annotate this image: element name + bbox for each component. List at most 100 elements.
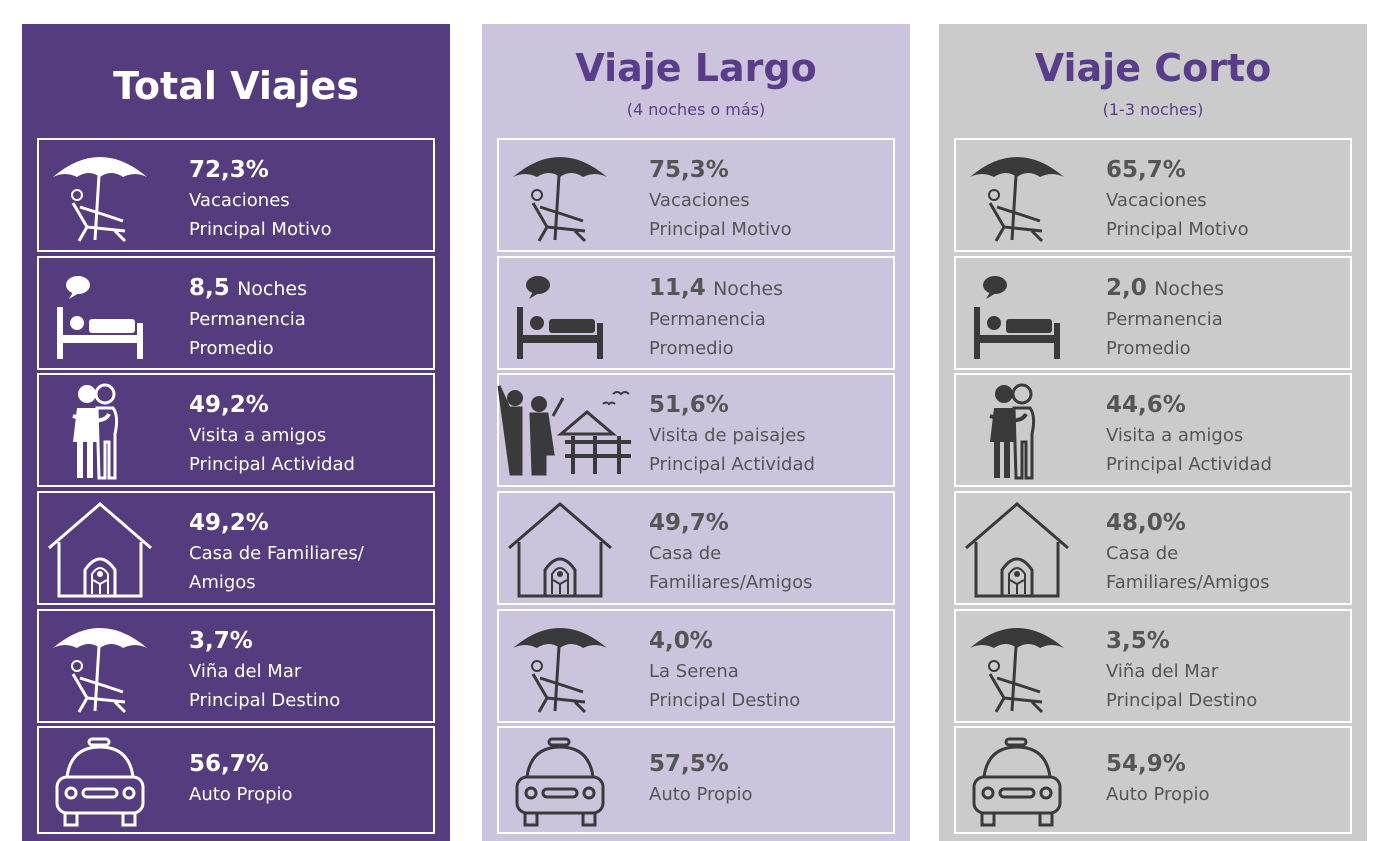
stat-text: 49,2% Casa de Familiares/Amigos: [189, 507, 364, 597]
stat-label: Visita a amigos: [189, 425, 327, 446]
stat-unit: Noches: [237, 278, 307, 300]
stat-label: Visita a amigos: [1106, 425, 1244, 446]
stat-box: 49,7% Casa de Familiares/Amigos: [497, 491, 895, 605]
icon: [962, 733, 1072, 833]
panel: Total Viajes 72,3% Vacaciones Principal Mot…: [22, 24, 450, 841]
icon: [45, 263, 155, 363]
panel: Viaje Corto (1-3 noches) 65,7% Vacaciones Pr…: [939, 24, 1367, 841]
icon: [962, 263, 1072, 363]
stat-text: 56,7% Auto Propio: [189, 748, 293, 809]
panel-title: Viaje Largo: [575, 46, 817, 90]
icon: [45, 498, 155, 598]
stat-label: Permanencia: [189, 309, 306, 330]
stat-value: 4,0%: [649, 628, 713, 654]
stat-label: Casa de Familiares/: [189, 543, 364, 564]
stat-box: 54,9% Auto Propio: [954, 726, 1352, 834]
icon: [962, 498, 1072, 598]
stat-value: 8,5: [189, 275, 230, 301]
stat-label: Principal Motivo: [1106, 219, 1249, 240]
stat-label: Familiares/Amigos: [649, 572, 813, 593]
stat-value-line: 8,5 Noches: [189, 272, 307, 305]
stat-text: 3,7% Viña del Mar Principal Destino: [189, 625, 340, 715]
stat-box: 72,3% Vacaciones Principal Motivo: [37, 138, 435, 252]
stat-label: Vacaciones: [189, 190, 290, 211]
stat-box: 3,7% Viña del Mar Principal Destino: [37, 609, 435, 723]
stat-value: 3,7%: [189, 628, 253, 654]
icon: [962, 145, 1072, 245]
stat-box: 65,7% Vacaciones Principal Motivo: [954, 138, 1352, 252]
stat-label: Amigos: [189, 572, 256, 593]
stat-text: 49,7% Casa de Familiares/Amigos: [649, 507, 813, 597]
stat-label: Casa de: [1106, 543, 1179, 564]
stat-label: Vacaciones: [649, 190, 750, 211]
stat-value-line: 65,7%: [1106, 154, 1249, 186]
stat-box: 49,2% Visita a amigos Principal Actividad: [37, 373, 435, 487]
stat-value: 75,3%: [649, 157, 729, 183]
panel: Viaje Largo (4 noches o más) 75,3% Vacacion…: [482, 24, 910, 841]
icon: [505, 733, 615, 833]
stat-label: Principal Actividad: [649, 454, 815, 475]
stat-value-line: 51,6%: [649, 389, 815, 421]
stat-value-line: 48,0%: [1106, 507, 1270, 539]
icon: [495, 380, 635, 480]
stat-text: 44,6% Visita a amigos Principal Actividad: [1106, 389, 1272, 479]
stat-box: 44,6% Visita a amigos Principal Actividad: [954, 373, 1352, 487]
stat-label: Vacaciones: [1106, 190, 1207, 211]
icon: [45, 145, 155, 245]
icon: [45, 380, 155, 480]
stat-unit: Noches: [1154, 278, 1224, 300]
stat-box: 51,6% Visita de paisajes Principal Activid…: [497, 373, 895, 487]
stat-value-line: 3,5%: [1106, 625, 1257, 657]
stat-value: 2,0: [1106, 275, 1147, 301]
stat-label: Viña del Mar: [1106, 661, 1219, 682]
panel-title: Viaje Corto: [1034, 46, 1272, 90]
panel-title: Total Viajes: [113, 64, 359, 108]
stat-box: 48,0% Casa de Familiares/Amigos: [954, 491, 1352, 605]
stat-text: 4,0% La Serena Principal Destino: [649, 625, 800, 715]
icon: [505, 263, 615, 363]
stat-value: 3,5%: [1106, 628, 1170, 654]
stat-label: Principal Destino: [1106, 690, 1258, 711]
stat-box: 57,5% Auto Propio: [497, 726, 895, 834]
stat-value-line: 56,7%: [189, 748, 293, 780]
stat-box: 4,0% La Serena Principal Destino: [497, 609, 895, 723]
stat-value: 65,7%: [1106, 157, 1186, 183]
stat-label: Permanencia: [649, 309, 766, 330]
stat-text: 48,0% Casa de Familiares/Amigos: [1106, 507, 1270, 597]
stat-value-line: 2,0 Noches: [1106, 272, 1224, 305]
stat-value: 11,4: [649, 275, 706, 301]
stat-box: 2,0 Noches Permanencia Promedio: [954, 256, 1352, 370]
stat-text: 51,6% Visita de paisajes Principal Activid…: [649, 389, 815, 479]
stat-text: 72,3% Vacaciones Principal Motivo: [189, 154, 332, 244]
stat-text: 2,0 Noches Permanencia Promedio: [1106, 272, 1224, 363]
stat-text: 49,2% Visita a amigos Principal Actividad: [189, 389, 355, 479]
stat-value-line: 44,6%: [1106, 389, 1272, 421]
stat-label: Principal Actividad: [189, 454, 355, 475]
icon: [45, 616, 155, 716]
stat-label: Principal Destino: [649, 690, 801, 711]
stat-box: 8,5 Noches Permanencia Promedio: [37, 256, 435, 370]
stat-value: 44,6%: [1106, 392, 1186, 418]
icon: [505, 498, 615, 598]
icon: [962, 380, 1072, 480]
stat-label: Auto Propio: [1106, 784, 1210, 805]
stat-label: Casa de: [649, 543, 722, 564]
stat-value-line: 72,3%: [189, 154, 332, 186]
stat-label: Principal Destino: [189, 690, 341, 711]
panel-subtitle: (1-3 noches): [1102, 100, 1204, 119]
stat-box: 11,4 Noches Permanencia Promedio: [497, 256, 895, 370]
stat-value-line: 49,7%: [649, 507, 813, 539]
stat-text: 65,7% Vacaciones Principal Motivo: [1106, 154, 1249, 244]
stat-value-line: 75,3%: [649, 154, 792, 186]
stat-label: Principal Motivo: [649, 219, 792, 240]
stat-value-line: 49,2%: [189, 507, 364, 539]
stat-value-line: 49,2%: [189, 389, 355, 421]
stat-label: Promedio: [1106, 338, 1191, 359]
stat-value-line: 11,4 Noches: [649, 272, 783, 305]
stat-value-line: 4,0%: [649, 625, 800, 657]
icon: [962, 616, 1072, 716]
stat-text: 75,3% Vacaciones Principal Motivo: [649, 154, 792, 244]
stat-value-line: 3,7%: [189, 625, 340, 657]
stat-value: 49,2%: [189, 510, 269, 536]
